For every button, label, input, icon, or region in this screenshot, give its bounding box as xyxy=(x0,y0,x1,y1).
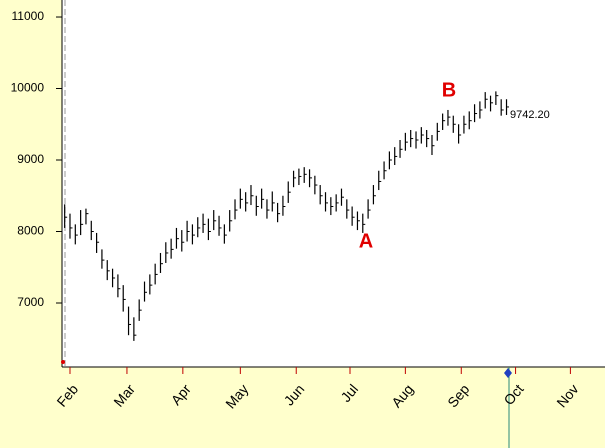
close-label: 9742.20 xyxy=(510,109,550,121)
y-tick-label: 10000 xyxy=(11,81,45,95)
y-tick-label: 9000 xyxy=(17,152,44,166)
y-tick-label: 11000 xyxy=(12,9,45,23)
annotation: A xyxy=(359,230,373,252)
start-marker xyxy=(61,360,65,364)
current-marker[interactable] xyxy=(504,368,512,378)
annotation: B xyxy=(442,79,456,101)
y-tick-label: 8000 xyxy=(17,224,44,238)
y-tick-label: 7000 xyxy=(17,295,44,309)
plot-area xyxy=(62,0,605,367)
